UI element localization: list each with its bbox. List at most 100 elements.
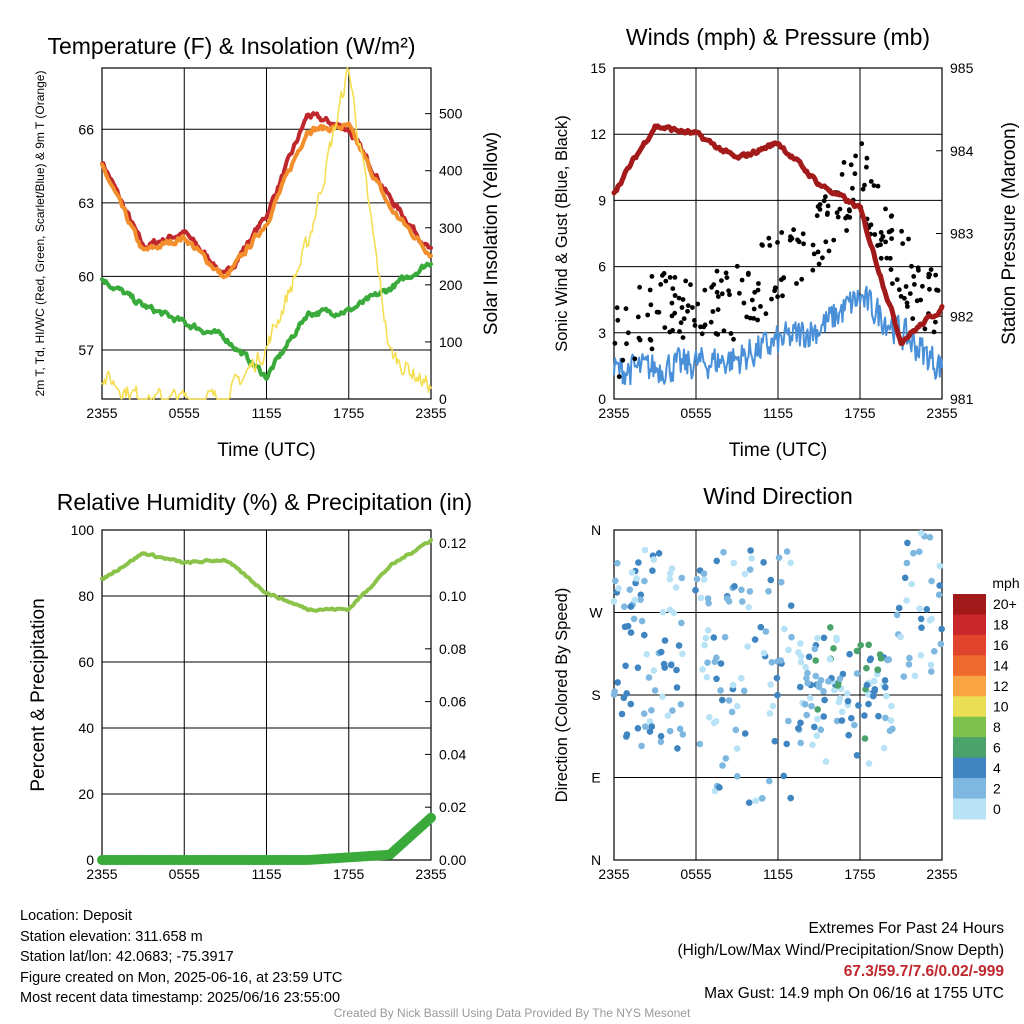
direction-point [846, 650, 853, 658]
direction-point [884, 656, 891, 664]
direction-point [817, 726, 825, 733]
direction-point [904, 539, 911, 547]
direction-point [917, 615, 925, 623]
gust-point [647, 336, 653, 342]
y2-tick-label: 500 [439, 106, 463, 122]
colorbar-label: 16 [993, 637, 1009, 653]
direction-point [721, 633, 729, 641]
direction-point [704, 659, 711, 666]
direction-point [838, 717, 846, 724]
gust-point [615, 317, 621, 323]
direction-point [657, 732, 665, 740]
gust-point [678, 320, 684, 326]
gust-point [698, 324, 703, 330]
direction-point [935, 591, 943, 599]
gust-point [880, 234, 886, 239]
extremes-info: Extremes For Past 24 Hours (High/Low/Max… [678, 918, 1005, 1004]
direction-point [713, 675, 720, 683]
direction-point [785, 717, 792, 725]
gust-point [756, 281, 761, 286]
gust-point [779, 230, 785, 235]
direction-point [877, 655, 885, 662]
direction-point [759, 795, 766, 802]
gust-point [654, 309, 660, 315]
direction-point [703, 673, 711, 681]
colorbar-label: 10 [993, 699, 1009, 715]
direction-point [679, 731, 687, 738]
direction-point [641, 631, 648, 639]
x-tick-label: 0555 [680, 866, 711, 882]
chart-title: Wind Direction [703, 483, 853, 509]
direction-point [836, 675, 844, 683]
gust-point [903, 284, 909, 289]
colorbar-label: 18 [993, 617, 1009, 633]
direction-point [631, 596, 639, 604]
colorbar-swatch [953, 798, 986, 820]
gust-point [744, 314, 750, 320]
gust-point [788, 234, 793, 240]
direction-point [746, 588, 754, 595]
x-tick-label: 2355 [86, 866, 117, 882]
gust-point [883, 239, 888, 245]
gust-point [926, 271, 932, 277]
direction-point [669, 707, 676, 714]
gust-point [933, 319, 938, 325]
colorbar-swatch [953, 757, 986, 779]
direction-point [664, 712, 672, 719]
gust-point [910, 316, 916, 321]
direction-point [928, 577, 935, 585]
gust-point [918, 297, 923, 303]
direction-point [777, 657, 785, 664]
direction-point [651, 687, 659, 694]
direction-point [893, 611, 901, 619]
direction-point [857, 641, 864, 649]
gust-point [669, 313, 675, 319]
gust-point [647, 287, 653, 293]
gust-point [699, 331, 705, 337]
gust-point [896, 287, 902, 293]
direction-point [649, 567, 656, 574]
gust-point [632, 356, 638, 362]
direction-point [918, 624, 925, 631]
gust-point [755, 317, 760, 323]
humidity-panel: Relative Humidity (%) & Precipitation (i… [28, 489, 472, 882]
direction-point [626, 586, 634, 593]
gust-point [669, 300, 675, 306]
gust-point [904, 300, 910, 306]
direction-point [783, 740, 790, 748]
gust-point [637, 284, 642, 290]
direction-point [630, 615, 638, 623]
series-line [100, 111, 433, 276]
extremes-subtitle: (High/Low/Max Wind/Precipitation/Snow De… [677, 941, 1005, 959]
gust-point [825, 203, 831, 209]
colorbar-label: 12 [993, 678, 1009, 694]
gust-point [741, 300, 747, 306]
direction-point [774, 691, 781, 699]
direction-point [851, 721, 858, 729]
gust-point [670, 286, 676, 291]
direction-point [650, 667, 658, 674]
gust-point [695, 301, 701, 307]
direction-point [865, 700, 872, 708]
direction-point [901, 574, 909, 582]
x-tick-label: 0555 [680, 405, 711, 421]
direction-point [833, 634, 840, 642]
direction-point [713, 557, 720, 565]
y2-tick-label: 0.02 [439, 799, 466, 815]
y2-axis-label: Station Pressure (Maroon) [999, 122, 1020, 345]
direction-point [827, 624, 834, 631]
direction-point [678, 574, 686, 582]
direction-point [848, 714, 855, 722]
direction-point [796, 683, 804, 691]
y-tick-label: N [591, 522, 601, 538]
direction-point [696, 740, 704, 748]
winds-panel: Winds (mph) & Pressure (mb) 2355 0555 1155 1… [553, 24, 1020, 461]
direction-point [610, 691, 618, 698]
gust-point [649, 346, 655, 352]
direction-point [752, 797, 759, 805]
y-tick-label: 3 [598, 325, 606, 341]
x-tick-label: 1155 [763, 866, 793, 882]
direction-point [679, 650, 686, 658]
y2-tick-label: 982 [950, 308, 974, 324]
